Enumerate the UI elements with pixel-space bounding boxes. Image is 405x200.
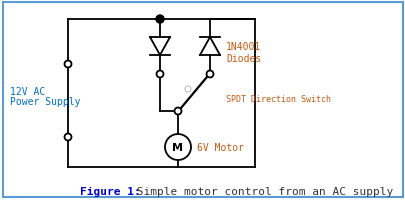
Text: 1N4001: 1N4001 bbox=[226, 42, 260, 52]
Circle shape bbox=[206, 71, 213, 78]
Circle shape bbox=[64, 61, 71, 68]
Text: Figure 1:: Figure 1: bbox=[80, 186, 141, 196]
Circle shape bbox=[156, 71, 163, 78]
Text: 12V AC: 12V AC bbox=[10, 87, 45, 97]
Circle shape bbox=[185, 87, 190, 93]
Circle shape bbox=[164, 134, 190, 160]
Text: 6V Motor: 6V Motor bbox=[196, 142, 243, 152]
Circle shape bbox=[156, 16, 164, 24]
Text: M: M bbox=[172, 142, 183, 152]
Circle shape bbox=[64, 134, 71, 141]
Text: Power Supply: Power Supply bbox=[10, 97, 80, 106]
Text: Simple motor control from an AC supply: Simple motor control from an AC supply bbox=[130, 186, 392, 196]
Text: SPDT Direction Switch: SPDT Direction Switch bbox=[226, 95, 330, 104]
Text: Diodes: Diodes bbox=[226, 54, 260, 64]
Circle shape bbox=[174, 108, 181, 115]
